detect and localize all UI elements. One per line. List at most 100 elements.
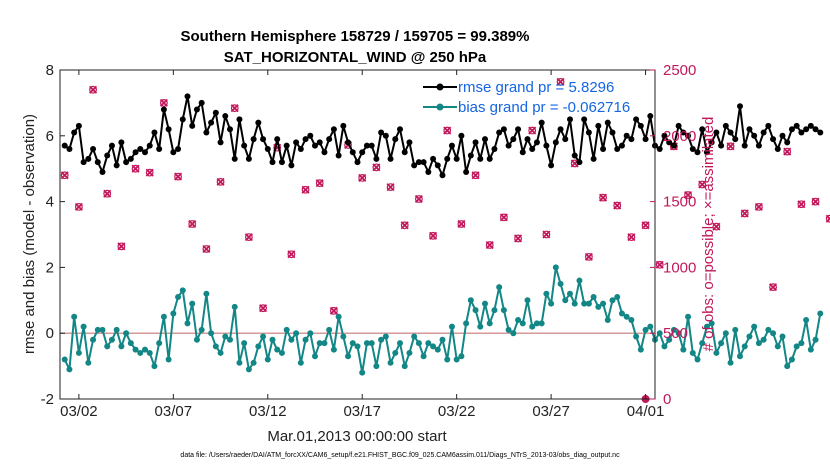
obs-assimilated-point	[117, 242, 126, 251]
rmse-point	[453, 155, 460, 162]
rmse-point	[585, 129, 592, 136]
rmse-point	[515, 126, 522, 133]
rmse-point	[482, 136, 488, 143]
rmse-point	[533, 139, 540, 146]
rmse-point	[71, 129, 78, 136]
obs-assimilated-point	[584, 252, 593, 261]
rmse-point	[94, 159, 101, 166]
rmse-point	[127, 155, 134, 162]
bias-point	[595, 303, 602, 310]
rmse-point	[146, 142, 153, 149]
obs-assimilated-point	[528, 126, 537, 135]
bias-point	[727, 359, 734, 366]
rmse-point	[175, 145, 182, 152]
bias-point	[283, 326, 290, 333]
rmse-point	[278, 159, 285, 166]
bias-point	[335, 313, 342, 320]
bias-point	[349, 340, 356, 347]
rmse-point	[675, 122, 682, 129]
bias-point	[642, 326, 649, 333]
obs-assimilated-point	[457, 219, 466, 229]
bias-point	[755, 340, 762, 347]
rmse-point	[529, 145, 536, 152]
bias-point	[618, 310, 625, 317]
bias-point	[500, 307, 507, 314]
bias-point	[312, 353, 318, 360]
obs-possible-point	[287, 250, 296, 259]
obs-assimilated-point	[202, 244, 211, 254]
rmse-point	[552, 139, 559, 146]
rmse-point	[132, 149, 139, 156]
rmse-point	[732, 136, 739, 143]
obs-possible-point	[188, 220, 197, 228]
y-tick-label-left: 4	[46, 194, 54, 211]
obs-possible-point	[74, 202, 83, 211]
obs-possible-point	[471, 171, 480, 180]
rmse-point	[326, 136, 333, 143]
bias-point	[66, 366, 73, 373]
bias-point	[434, 346, 441, 353]
rmse-point	[722, 122, 729, 129]
obs-assimilated-point	[627, 233, 636, 242]
obs-possible-point	[542, 230, 551, 239]
rmse-point	[160, 106, 167, 113]
rmse-point	[543, 142, 550, 149]
y-tick-label-right: 2000	[663, 128, 696, 145]
obs-assimilated-point	[244, 233, 253, 242]
bias-point	[245, 366, 252, 373]
x-tick-label: 03/07	[155, 403, 193, 420]
rmse-point	[264, 145, 271, 152]
bias-point	[212, 343, 219, 350]
bias-point	[552, 264, 559, 271]
bias-point	[330, 346, 337, 353]
obs-possible-point	[414, 195, 423, 203]
rmse-point	[113, 162, 120, 169]
bias-point	[217, 349, 224, 356]
obs-assimilated-point	[443, 126, 452, 135]
rmse-point	[524, 136, 531, 143]
rmse-point	[349, 149, 356, 156]
obs-assimilated-point	[698, 180, 707, 189]
bias-point	[793, 343, 800, 350]
rmse-point	[807, 122, 814, 129]
rmse-point	[165, 126, 172, 133]
rmse-point	[633, 116, 640, 123]
bias-point	[803, 317, 810, 324]
rmse-point	[231, 155, 238, 162]
bias-point	[633, 333, 640, 340]
bias-point	[538, 320, 545, 327]
x-tick-label: 04/01	[627, 403, 665, 420]
x-tick-label: 03/17	[343, 403, 381, 420]
rmse-point	[430, 155, 437, 162]
bias-point	[411, 333, 418, 340]
bias-point	[61, 356, 68, 363]
bias-point	[463, 320, 470, 327]
bias-point	[222, 333, 229, 340]
rmse-point	[496, 129, 503, 136]
bias-point	[533, 320, 540, 327]
rmse-point	[557, 126, 564, 133]
x-tick-label: 03/27	[532, 403, 570, 420]
obs-assimilated-point	[230, 104, 239, 113]
obs-possible-point	[712, 222, 721, 231]
obs-possible-point	[811, 197, 820, 206]
obs-assimilated-point	[769, 283, 778, 292]
rmse-point	[90, 145, 97, 152]
rmse-point	[718, 142, 725, 149]
bias-point	[302, 336, 309, 343]
bias-point	[798, 340, 805, 347]
obs-possible-point	[131, 164, 140, 173]
bias-point	[316, 340, 323, 347]
bias-point	[250, 359, 257, 366]
obs-assimilated-point	[712, 222, 721, 231]
bias-point	[510, 330, 517, 337]
bias-point	[571, 300, 578, 307]
rmse-point	[618, 142, 625, 149]
bias-point	[788, 356, 795, 363]
obs-possible-point	[627, 233, 636, 242]
bias-point	[104, 343, 111, 350]
rmse-point	[170, 149, 177, 156]
obs-possible-point	[754, 202, 763, 211]
x-tick-label: 03/02	[60, 403, 98, 420]
bias-point	[137, 349, 144, 356]
